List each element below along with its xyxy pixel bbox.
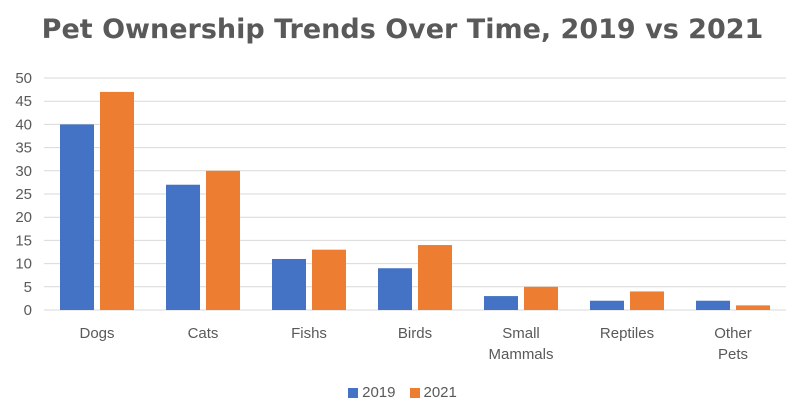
legend-swatch-2019 xyxy=(348,387,359,398)
y-tick-label: 10 xyxy=(15,256,32,273)
x-tick-label: Other Pets xyxy=(714,325,752,363)
x-tick-label: Birds xyxy=(398,325,432,342)
legend-label-2019: 2019 xyxy=(362,384,396,401)
bar-2021-small-mammals xyxy=(524,286,558,310)
legend-label-2021: 2021 xyxy=(423,384,457,401)
x-tick-label: Dogs xyxy=(79,325,114,342)
bar-2019-small-mammals xyxy=(484,296,518,310)
y-tick-label: 25 xyxy=(15,186,32,203)
x-tick-label: Small Mammals xyxy=(488,325,553,363)
bar-2019-fishs xyxy=(272,258,306,310)
y-tick-label: 15 xyxy=(15,232,32,249)
y-tick-label: 45 xyxy=(15,93,32,110)
legend-item-2021: 2021 xyxy=(409,384,457,401)
bar-2019-birds xyxy=(378,268,412,310)
y-tick-label: 40 xyxy=(15,116,32,133)
x-tick-label: Cats xyxy=(188,325,219,342)
bar-2021-dogs xyxy=(100,91,134,310)
x-tick-label: Fishs xyxy=(291,325,327,342)
bar-2019-reptiles xyxy=(590,300,624,310)
y-tick-label: 20 xyxy=(15,209,32,226)
y-tick-label: 0 xyxy=(24,302,32,319)
y-tick-label: 50 xyxy=(15,70,32,87)
bar-2021-birds xyxy=(418,245,452,310)
bar-2021-cats xyxy=(206,170,240,310)
chart-title: Pet Ownership Trends Over Time, 2019 vs … xyxy=(41,14,764,45)
bar-2021-other-pets xyxy=(736,305,770,310)
bar-2019-cats xyxy=(166,184,200,310)
legend: 2019 2021 xyxy=(0,384,805,401)
y-tick-label: 35 xyxy=(15,140,32,157)
y-tick-label: 5 xyxy=(24,279,32,296)
x-tick-label: Reptiles xyxy=(600,325,654,342)
bar-2019-other-pets xyxy=(696,300,730,310)
bar-2019-dogs xyxy=(60,124,94,311)
bar-2021-fishs xyxy=(312,249,346,310)
legend-swatch-2021 xyxy=(409,387,420,398)
legend-item-2019: 2019 xyxy=(348,384,396,401)
y-tick-label: 30 xyxy=(15,163,32,180)
bar-2021-reptiles xyxy=(630,291,664,310)
